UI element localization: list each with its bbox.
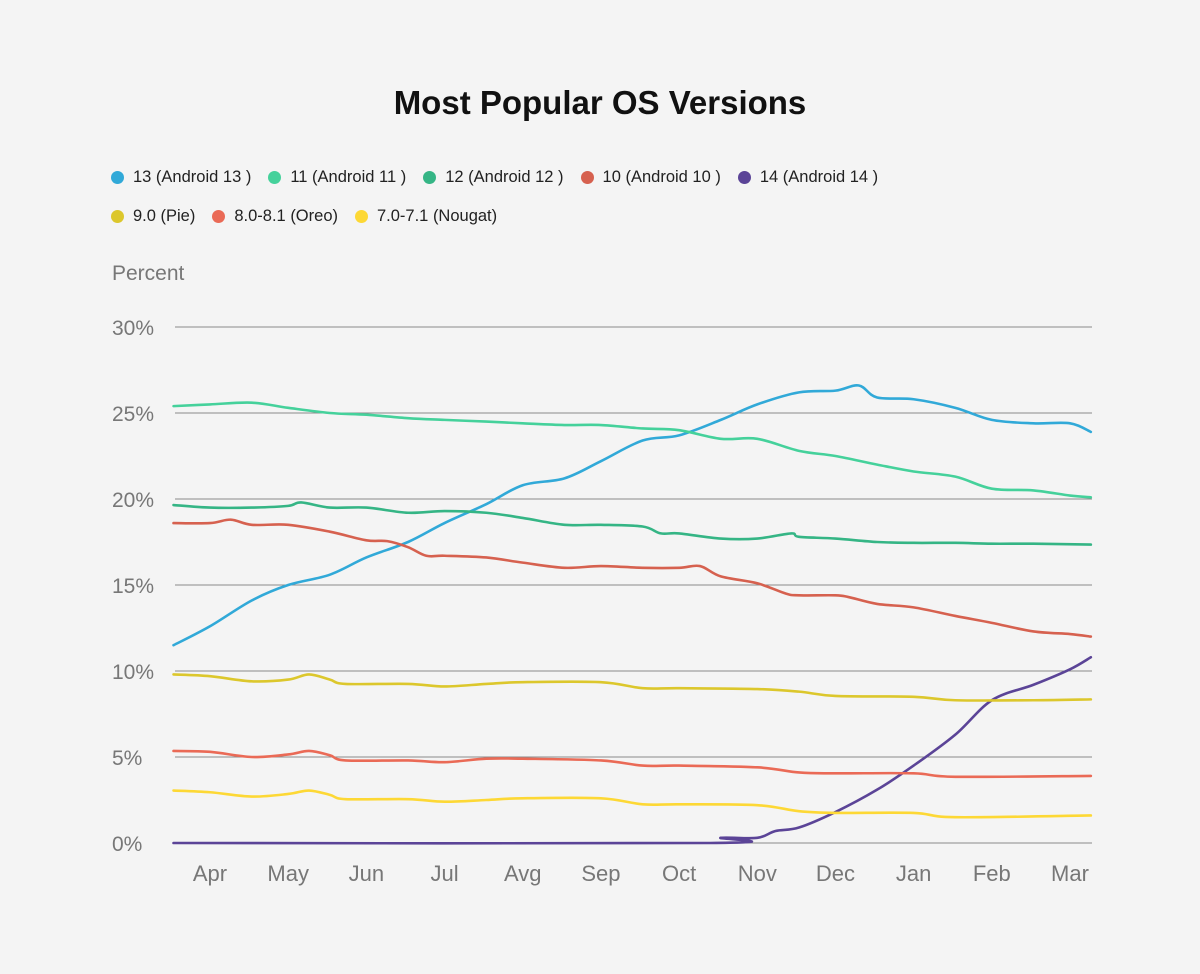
legend-dot-icon: [354, 210, 368, 223]
y-tick-label: 15%: [112, 575, 154, 598]
legend-label: 12 (Android 12 ): [445, 168, 564, 186]
legend-item[interactable]: 11 (Android 11 ): [268, 168, 406, 187]
legend-item[interactable]: 9.0 (Pie): [111, 207, 195, 226]
x-tick-label: Mar: [1051, 861, 1089, 886]
legend-dot-icon: [580, 171, 594, 184]
legend-item[interactable]: 8.0-8.1 (Oreo): [212, 207, 338, 226]
y-tick-label: 0%: [112, 833, 142, 856]
x-tick-label: Feb: [973, 861, 1011, 886]
x-tick-label: Jun: [349, 861, 384, 886]
x-tick-label: Nov: [738, 861, 777, 886]
legend-dot-icon: [111, 171, 124, 184]
legend-label: 13 (Android 13 ): [133, 168, 252, 186]
x-tick-label: Avg: [504, 861, 542, 886]
legend-label: 14 (Android 14 ): [759, 168, 879, 186]
legend: 13 (Android 13 ) 11 (Android 11 ) 12 (Andr…: [111, 168, 895, 187]
legend-label: 11 (Android 11 ): [290, 168, 407, 186]
y-tick-label: 10%: [112, 661, 154, 684]
legend-dot-icon: [737, 171, 751, 184]
series-line-5: [172, 673, 1093, 702]
legend-item[interactable]: 10 (Android 10 ): [580, 168, 721, 187]
legend-dot-icon: [423, 171, 437, 184]
legend-label: 10 (Android 10 ): [602, 168, 721, 186]
y-tick-label: 20%: [112, 489, 154, 512]
x-tick-label: Jul: [430, 861, 458, 886]
y-tick-label: 5%: [112, 747, 142, 770]
y-axis-label: Percent: [112, 262, 185, 285]
x-tick-label: May: [267, 861, 309, 886]
series-line-1: [172, 401, 1093, 499]
legend-label: 7.0-7.1 (Nougat): [376, 207, 498, 225]
legend-item[interactable]: 7.0-7.1 (Nougat): [354, 207, 498, 226]
series-line-6: [172, 749, 1093, 779]
legend-item[interactable]: 14 (Android 14 ): [737, 168, 879, 187]
series-line-3: [172, 518, 1093, 638]
x-tick-label: Apr: [193, 861, 227, 886]
x-tick-label: Jan: [896, 861, 931, 886]
legend-label: 9.0 (Pie): [133, 207, 196, 225]
series-line-0: [172, 384, 1093, 647]
series-line-4: [172, 655, 1093, 845]
x-tick-label: Sep: [581, 861, 620, 886]
series-line-2: [172, 501, 1093, 546]
legend-label: 8.0-8.1 (Oreo): [234, 207, 338, 225]
legend-item[interactable]: 13 (Android 13 ): [111, 168, 251, 187]
y-tick-label: 25%: [112, 403, 154, 426]
legend-dot-icon: [212, 210, 226, 223]
y-tick-label: 30%: [112, 317, 154, 340]
legend-item[interactable]: 12 (Android 12 ): [423, 168, 564, 187]
legend: 9.0 (Pie) 8.0-8.1 (Oreo) 7.0-7.1 (Nougat): [111, 207, 514, 226]
series-line-7: [172, 789, 1093, 819]
x-tick-label: Dec: [816, 861, 855, 886]
legend-dot-icon: [268, 171, 282, 184]
legend-dot-icon: [111, 210, 124, 223]
chart-title: Most Popular OS Versions: [393, 84, 807, 121]
x-tick-label: Oct: [662, 861, 696, 886]
